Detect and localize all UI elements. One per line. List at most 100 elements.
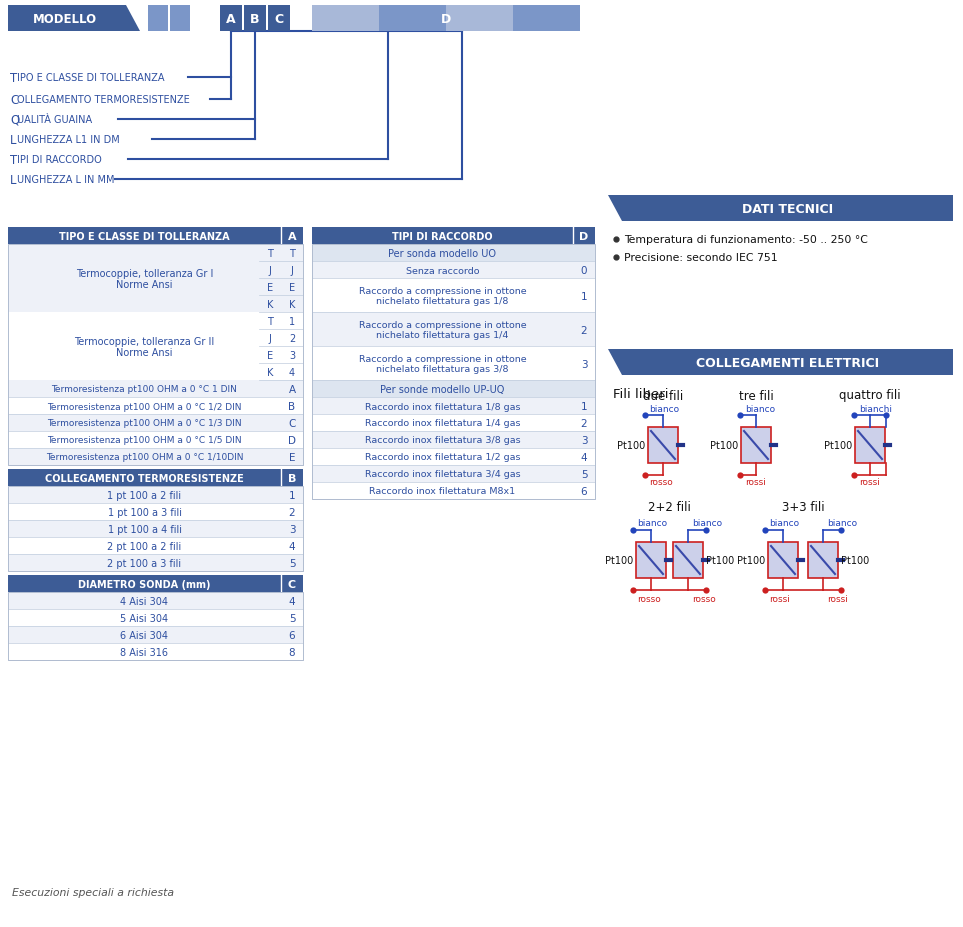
Bar bbox=[281, 347, 303, 363]
Text: due fili: due fili bbox=[643, 389, 683, 402]
Bar bbox=[312, 347, 573, 381]
Bar bbox=[8, 6, 126, 32]
Text: Esecuzioni speciali a richiesta: Esecuzioni speciali a richiesta bbox=[12, 887, 174, 897]
Text: J: J bbox=[269, 266, 272, 275]
Text: Termocoppie, tolleranza Gr II
Norme Ansi: Termocoppie, tolleranza Gr II Norme Ansi bbox=[74, 337, 215, 358]
Bar bbox=[8, 414, 281, 432]
Text: L: L bbox=[10, 173, 16, 186]
Text: E: E bbox=[267, 350, 273, 361]
Bar bbox=[8, 538, 281, 554]
Text: 2+2 fili: 2+2 fili bbox=[648, 501, 690, 514]
Bar bbox=[573, 312, 595, 347]
Text: Raccordo inox filettatura 1/2 gas: Raccordo inox filettatura 1/2 gas bbox=[365, 453, 520, 462]
Text: 5: 5 bbox=[581, 469, 587, 479]
Text: 4: 4 bbox=[581, 452, 587, 463]
Bar bbox=[673, 542, 703, 578]
Text: Pt100: Pt100 bbox=[605, 555, 633, 565]
Bar bbox=[312, 398, 573, 414]
Text: C: C bbox=[274, 13, 283, 26]
Bar bbox=[281, 538, 303, 554]
Text: 5 Aisi 304: 5 Aisi 304 bbox=[120, 614, 169, 623]
Bar bbox=[573, 279, 595, 312]
Text: 2 pt 100 a 3 fili: 2 pt 100 a 3 fili bbox=[108, 558, 182, 568]
Text: 0: 0 bbox=[581, 266, 587, 275]
Text: Pt100: Pt100 bbox=[737, 555, 765, 565]
Text: bianco: bianco bbox=[692, 518, 722, 527]
Bar bbox=[648, 427, 678, 464]
Text: J: J bbox=[291, 266, 294, 275]
Bar bbox=[513, 6, 580, 32]
Text: 2: 2 bbox=[581, 325, 587, 336]
Text: 5: 5 bbox=[289, 558, 296, 568]
Text: 3+3 fili: 3+3 fili bbox=[782, 501, 824, 514]
Text: 3: 3 bbox=[289, 525, 296, 535]
Bar bbox=[8, 381, 281, 398]
Bar bbox=[8, 520, 281, 538]
Bar bbox=[636, 542, 666, 578]
Bar bbox=[259, 245, 281, 261]
Text: Raccordo a compressione in ottone
nichelato filettatura gas 1/4: Raccordo a compressione in ottone nichel… bbox=[358, 321, 527, 340]
Bar bbox=[379, 6, 446, 32]
Bar bbox=[312, 279, 573, 312]
Text: Termoresistenza pt100 OHM a 0 °C 1/3 DIN: Termoresistenza pt100 OHM a 0 °C 1/3 DIN bbox=[47, 419, 242, 428]
Bar bbox=[312, 245, 595, 500]
Text: 8: 8 bbox=[289, 647, 296, 657]
Text: E: E bbox=[267, 283, 273, 293]
Text: A: A bbox=[226, 13, 236, 26]
Text: 3: 3 bbox=[581, 359, 587, 369]
Bar bbox=[281, 245, 303, 261]
Text: Pt100: Pt100 bbox=[710, 440, 738, 451]
Bar bbox=[259, 312, 281, 330]
Text: Termocoppie, tolleranza Gr I
Norme Ansi: Termocoppie, tolleranza Gr I Norme Ansi bbox=[76, 269, 213, 290]
Text: 6 Aisi 304: 6 Aisi 304 bbox=[120, 630, 169, 641]
Bar bbox=[281, 330, 303, 347]
Text: Raccordo inox filettatura 3/8 gas: Raccordo inox filettatura 3/8 gas bbox=[365, 436, 520, 445]
Bar bbox=[281, 520, 303, 538]
Bar bbox=[281, 398, 303, 414]
Text: Pt100: Pt100 bbox=[841, 555, 870, 565]
Bar bbox=[312, 228, 573, 245]
Bar bbox=[312, 465, 573, 482]
Text: 4: 4 bbox=[289, 596, 296, 606]
Text: rossi: rossi bbox=[769, 594, 790, 603]
Text: IPI DI RACCORDO: IPI DI RACCORDO bbox=[17, 155, 102, 165]
Bar bbox=[8, 627, 281, 643]
Bar bbox=[312, 381, 573, 398]
Bar bbox=[281, 381, 303, 398]
Text: COLLEGAMENTO TERMORESISTENZE: COLLEGAMENTO TERMORESISTENZE bbox=[45, 474, 244, 484]
Text: 2: 2 bbox=[581, 419, 587, 428]
Bar bbox=[8, 487, 281, 503]
Text: B: B bbox=[289, 401, 296, 412]
Bar bbox=[312, 449, 573, 465]
Text: B: B bbox=[250, 13, 260, 26]
Bar bbox=[312, 245, 573, 261]
Text: K: K bbox=[267, 299, 273, 310]
Bar bbox=[281, 503, 303, 520]
Bar bbox=[622, 196, 953, 222]
Text: 3: 3 bbox=[289, 350, 295, 361]
Text: UNGHEZZA L1 IN DM: UNGHEZZA L1 IN DM bbox=[17, 134, 119, 145]
Bar bbox=[573, 381, 595, 398]
Text: L: L bbox=[10, 133, 16, 146]
Bar bbox=[312, 6, 379, 32]
Bar bbox=[281, 487, 303, 503]
Bar bbox=[220, 6, 242, 32]
Text: Per sonde modello UP-UQ: Per sonde modello UP-UQ bbox=[380, 385, 505, 395]
Text: 1: 1 bbox=[289, 490, 296, 501]
Text: D: D bbox=[441, 13, 451, 26]
Text: A: A bbox=[288, 232, 297, 242]
Bar bbox=[312, 261, 573, 279]
Text: K: K bbox=[267, 368, 273, 377]
Text: 4: 4 bbox=[289, 541, 296, 552]
Text: rosso: rosso bbox=[649, 478, 673, 487]
Text: Senza raccordo: Senza raccordo bbox=[405, 266, 480, 275]
Text: bianco: bianco bbox=[637, 518, 667, 527]
Bar bbox=[8, 609, 281, 627]
Bar bbox=[622, 349, 953, 375]
Bar bbox=[573, 245, 595, 261]
Text: Termoresistenza pt100 OHM a 0 °C 1/10DIN: Termoresistenza pt100 OHM a 0 °C 1/10DIN bbox=[46, 453, 244, 462]
Bar bbox=[281, 576, 303, 592]
Text: bianco: bianco bbox=[745, 404, 775, 413]
Text: 3: 3 bbox=[581, 436, 587, 446]
Text: TIPI DI RACCORDO: TIPI DI RACCORDO bbox=[392, 232, 493, 242]
